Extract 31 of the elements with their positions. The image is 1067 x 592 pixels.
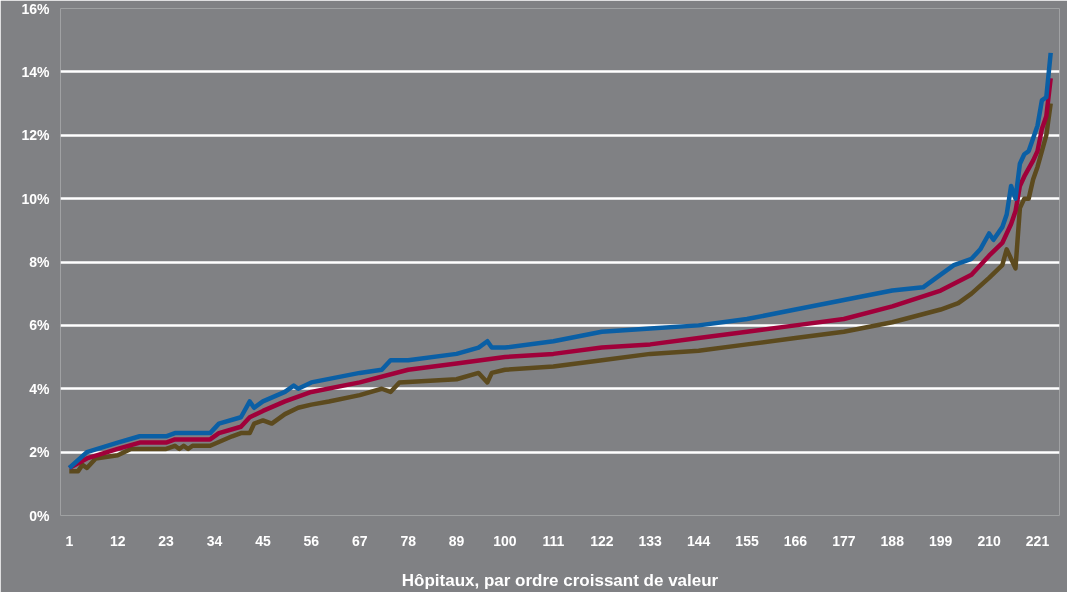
x-tick-label: 210 [977, 532, 1001, 549]
x-tick-label: 111 [542, 532, 565, 549]
x-tick-label: 34 [206, 532, 223, 549]
x-tick-label: 100 [493, 532, 517, 549]
x-tick-label: 133 [638, 532, 663, 549]
x-tick-label: 67 [351, 532, 368, 549]
x-tick-label: 199 [929, 532, 953, 549]
x-tick-label: 177 [832, 532, 856, 549]
x-tick-label: 122 [590, 532, 614, 549]
x-tick-label: 188 [880, 532, 905, 549]
y-tick-label: 12% [21, 127, 51, 144]
y-tick-label: 8% [29, 254, 51, 270]
x-tick-label: 45 [255, 532, 271, 549]
x-tick-label: 89 [448, 532, 465, 549]
y-tick-label: 4% [29, 380, 51, 397]
y-tick-label: 14% [21, 63, 51, 80]
y-tick-label: 0% [29, 507, 51, 524]
x-tick-label: 155 [735, 532, 759, 549]
x-tick-label: 78 [400, 532, 417, 549]
y-tick-label: 2% [29, 444, 51, 461]
y-tick-label: 16% [21, 0, 51, 17]
x-tick-label: 166 [783, 532, 808, 549]
x-tick-label: 12 [109, 532, 126, 549]
y-tick-label: 6% [29, 317, 51, 334]
x-tick-label: 1 [65, 532, 74, 549]
x-axis-title: Hôpitaux, par ordre croissant de valeur [401, 570, 719, 590]
x-tick-label: 221 [1025, 532, 1050, 549]
x-tick-label: 23 [158, 532, 175, 549]
x-tick-label: 144 [686, 532, 711, 549]
y-tick-label: 10% [21, 190, 51, 207]
x-tick-label: 56 [303, 532, 320, 549]
